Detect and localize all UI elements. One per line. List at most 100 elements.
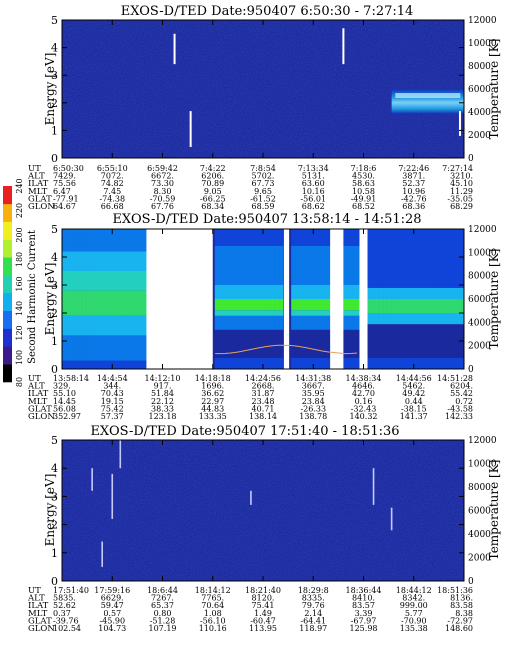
spectrogram-cell [86, 360, 91, 369]
row-value: -45.90 [99, 616, 125, 625]
spectrogram-cell [395, 313, 400, 325]
spectrogram-cell [110, 290, 115, 316]
spectrogram-cell [379, 324, 384, 358]
row-value: 2668. [252, 382, 275, 391]
spectrogram-cell [323, 229, 328, 246]
spectrogram-cell [130, 229, 135, 252]
spectrogram-cell [90, 315, 95, 336]
spectrogram-cell [258, 229, 264, 246]
spectrogram-cell [415, 357, 421, 369]
panel-1-title: EXOS-D/TED Date:950407 6:50:30 - 7:27:14 [121, 4, 414, 19]
row-value: -56.01 [300, 194, 326, 203]
spectrogram-cell [98, 335, 103, 361]
row-label-glat: GLAT [28, 616, 52, 626]
spectrogram-cell [295, 310, 300, 316]
spectrogram-cell [271, 285, 276, 299]
spectrogram-cell [415, 287, 421, 299]
spectrogram-cell [126, 315, 131, 336]
spectrogram-cell [238, 285, 244, 299]
ytick-label: 0 [51, 575, 58, 588]
spectrogram-cell [254, 299, 260, 311]
spectrogram-cell [311, 285, 316, 299]
spectrogram-cell [275, 310, 280, 316]
row-label-ut: UT [28, 586, 41, 596]
spectrogram-cell [419, 313, 425, 325]
row-value: 1.49 [254, 609, 272, 618]
ytick-label: 2 [51, 519, 58, 532]
spectrogram-cell [62, 271, 67, 291]
row-value: 83.57 [352, 601, 375, 610]
spectrogram-cell [347, 329, 352, 358]
row-value: 23.48 [252, 397, 275, 406]
row-value: -70.90 [401, 616, 427, 625]
spectrogram-cell [443, 299, 449, 313]
spectrogram-cell [347, 229, 352, 246]
row-value: 19.15 [101, 397, 124, 406]
spectrogram-cell [267, 357, 272, 369]
spectrogram-cell [379, 313, 384, 325]
spectrogram-cell [303, 229, 308, 246]
row-value: 4646. [352, 382, 375, 391]
spectrogram-cell [230, 329, 236, 358]
ytick-label: 1 [51, 547, 58, 560]
spectrogram-cell [242, 310, 248, 316]
spectrogram-cell [258, 285, 264, 299]
spectrogram-cell [443, 313, 449, 325]
spectrogram-cell [447, 357, 453, 369]
spectrogram-cell [431, 357, 437, 369]
spectrogram-cell [222, 357, 228, 369]
spectrogram-cell [222, 299, 228, 311]
row-value: 6:50:30 [53, 164, 84, 173]
spectrogram-cell [275, 245, 280, 285]
spectrogram-cell [94, 315, 99, 336]
row-value: 67.76 [151, 202, 174, 211]
row-value: -64.41 [300, 616, 326, 625]
spectrogram-cell [387, 357, 392, 369]
spectrogram-cell [82, 335, 87, 361]
spectrogram-cell [246, 299, 252, 311]
spectrogram-cell [427, 324, 433, 358]
spectrogram-cell [319, 315, 324, 330]
spectrogram-cell [355, 229, 360, 246]
row-value: 7:4:22 [200, 164, 226, 173]
spectrogram-cell [395, 287, 400, 299]
spectrogram-cell [431, 313, 437, 325]
spectrogram-cell [355, 299, 360, 311]
spectrogram-cell [419, 287, 425, 299]
spectrogram-cell [82, 271, 87, 291]
spectrogram-cell [291, 329, 296, 358]
row-value: 70.89 [201, 179, 224, 188]
row-value: 40.71 [252, 404, 275, 413]
spectrogram-cell [327, 357, 332, 369]
spectrogram-cell [451, 324, 457, 358]
spectrogram-cell [122, 315, 127, 336]
spectrogram-cell [238, 315, 244, 330]
row-value: -61.52 [250, 194, 276, 203]
y2tick-label: 8000 [468, 272, 491, 282]
spectrogram-cell [419, 324, 425, 358]
row-value: -43.58 [447, 404, 473, 413]
row-value: 7072. [101, 172, 124, 181]
spectrogram-cell [403, 299, 409, 313]
spectrogram-cell [110, 335, 115, 361]
spectrogram-cell [74, 290, 79, 316]
ytick-label: 5 [51, 14, 58, 27]
row-value: 3210. [450, 172, 473, 181]
spectrogram-cell [86, 271, 91, 291]
colorbar-swatch [3, 221, 12, 240]
row-value: -26.33 [300, 404, 326, 413]
ytick-label: 0 [51, 363, 58, 376]
spectrogram-cell [94, 251, 99, 271]
spectrogram-cell [90, 229, 95, 252]
row-value: 10.58 [352, 187, 375, 196]
row-label-ilat: ILAT [28, 389, 49, 399]
spectrogram-cell [423, 324, 429, 358]
spectrogram-cell [142, 360, 147, 369]
colorbar-swatch [3, 292, 12, 312]
spectrogram-cell [299, 285, 304, 299]
row-value: 3.39 [355, 609, 373, 618]
spectrogram-cell [250, 299, 256, 311]
spectrogram-cell [222, 310, 228, 316]
spectrogram-cell [66, 335, 71, 361]
spectrogram-cell [459, 357, 465, 369]
